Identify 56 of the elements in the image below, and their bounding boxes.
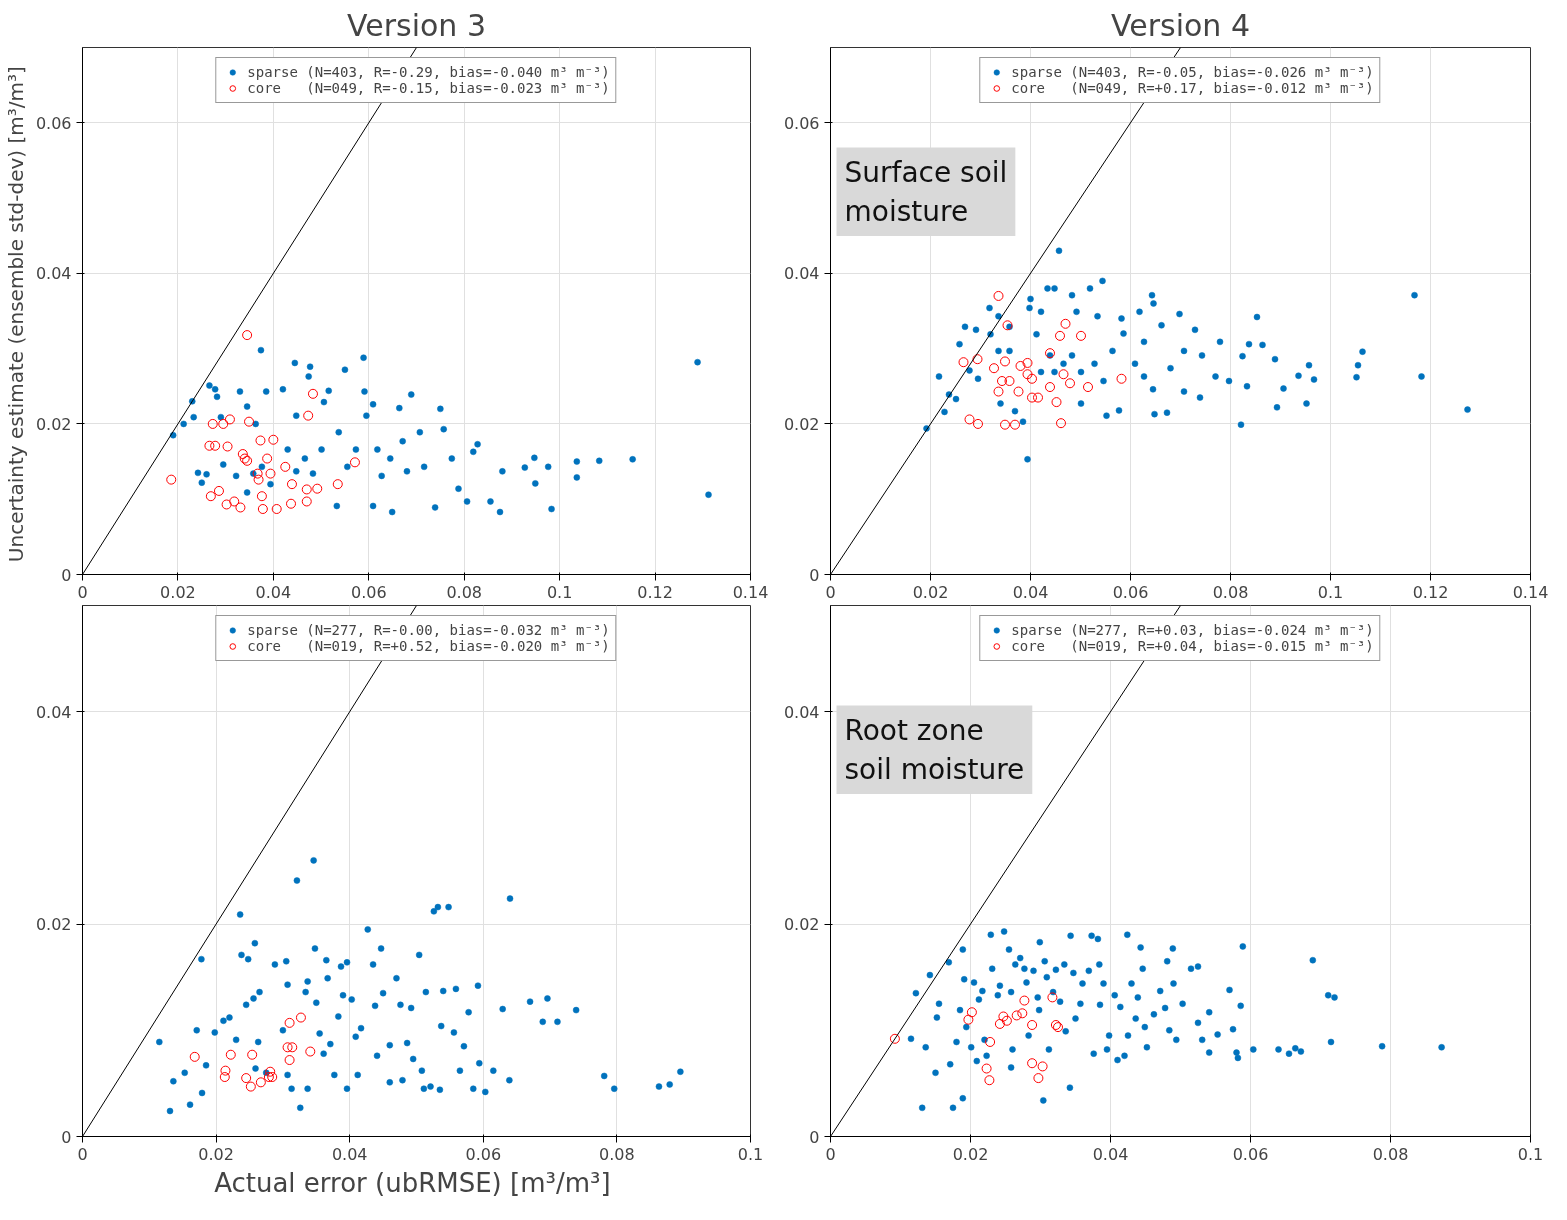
x-tick-label: 0.02: [912, 582, 949, 602]
legend-label: sparse (N=277, R=-0.00, bias=-0.032 m³ m⁻³): [247, 622, 610, 638]
legend-label: sparse (N=403, R=-0.05, bias=-0.026 m³ m⁻³): [1011, 64, 1374, 80]
x-tick-label: 0.04: [331, 1144, 368, 1164]
y-tick-label: 0.02: [35, 414, 72, 434]
x-tick-label: 0.1: [1517, 1144, 1544, 1164]
y-tick-label: 0.06: [35, 113, 72, 133]
x-tick-label: 0.04: [1092, 1144, 1129, 1164]
legend-label: sparse (N=403, R=-0.29, bias=-0.040 m³ m⁻³): [247, 64, 610, 80]
y-tick-label: 0.04: [35, 702, 72, 722]
x-tick-label: 0.04: [1012, 582, 1049, 602]
x-tick-label: 0.12: [1412, 582, 1449, 602]
x-tick-label: 0.06: [1232, 1144, 1269, 1164]
y-tick-label: 0: [809, 565, 820, 585]
y-axis-title: Uncertainty estimate (ensemble std-dev) [m³/m³]: [3, 66, 28, 563]
y-tick-label: 0: [809, 1127, 820, 1147]
legend-label: core (N=019, R=+0.52, bias=-0.020 m³ m⁻³): [247, 638, 610, 654]
y-tick-label: 0.04: [35, 264, 72, 284]
y-tick-label: 0.06: [783, 113, 820, 133]
y-tick-label: 0.04: [783, 702, 820, 722]
x-tick-label: 0.14: [732, 582, 769, 602]
y-tick-label: 0: [61, 1127, 72, 1147]
y-tick-label: 0.02: [783, 915, 820, 935]
x-tick-label: 0: [825, 582, 836, 602]
x-tick-label: 0.08: [1372, 1144, 1409, 1164]
y-tick-label: 0.02: [783, 414, 820, 434]
x-tick-label: 0.1: [546, 582, 573, 602]
x-tick-label: 0.02: [952, 1144, 989, 1164]
x-tick-label: 0.02: [198, 1144, 234, 1164]
x-tick-label: 0.08: [446, 582, 483, 602]
chart-title: Version 4: [1111, 7, 1250, 43]
x-tick-label: 0.1: [737, 1144, 764, 1164]
legend-label: sparse (N=277, R=+0.03, bias=-0.024 m³ m⁻³): [1011, 622, 1374, 638]
y-tick-label: 0: [61, 565, 72, 585]
legend-label: core (N=019, R=+0.04, bias=-0.015 m³ m⁻³): [1011, 638, 1374, 654]
chart-title: Version 3: [347, 7, 486, 43]
x-tick-label: 0.12: [637, 582, 673, 602]
legend-label: core (N=049, R=-0.15, bias=-0.023 m³ m⁻³): [247, 80, 610, 96]
x-tick-label: 0: [825, 1144, 836, 1164]
x-tick-label: 0.14: [1512, 582, 1549, 602]
x-tick-label: 0.08: [1212, 582, 1249, 602]
x-tick-label: 0: [77, 1144, 88, 1164]
x-tick-label: 0.08: [599, 1144, 635, 1164]
x-axis-title: Actual error (ubRMSE) [m³/m³]: [214, 1167, 611, 1198]
x-tick-label: 0.1: [1317, 582, 1344, 602]
annotation: Root zone soil moisture: [844, 713, 1025, 787]
y-tick-label: 0.04: [783, 264, 820, 284]
annotation: Surface soil moisture: [844, 155, 1008, 229]
y-tick-label: 0.02: [35, 915, 72, 935]
x-tick-label: 0.04: [255, 582, 292, 602]
x-tick-label: 0.02: [160, 582, 196, 602]
x-tick-label: 0.06: [465, 1144, 502, 1164]
x-tick-label: 0.06: [1112, 582, 1149, 602]
legend-label: core (N=049, R=+0.17, bias=-0.012 m³ m⁻³): [1011, 80, 1374, 96]
x-tick-label: 0: [77, 582, 88, 602]
x-tick-label: 0.06: [350, 582, 387, 602]
